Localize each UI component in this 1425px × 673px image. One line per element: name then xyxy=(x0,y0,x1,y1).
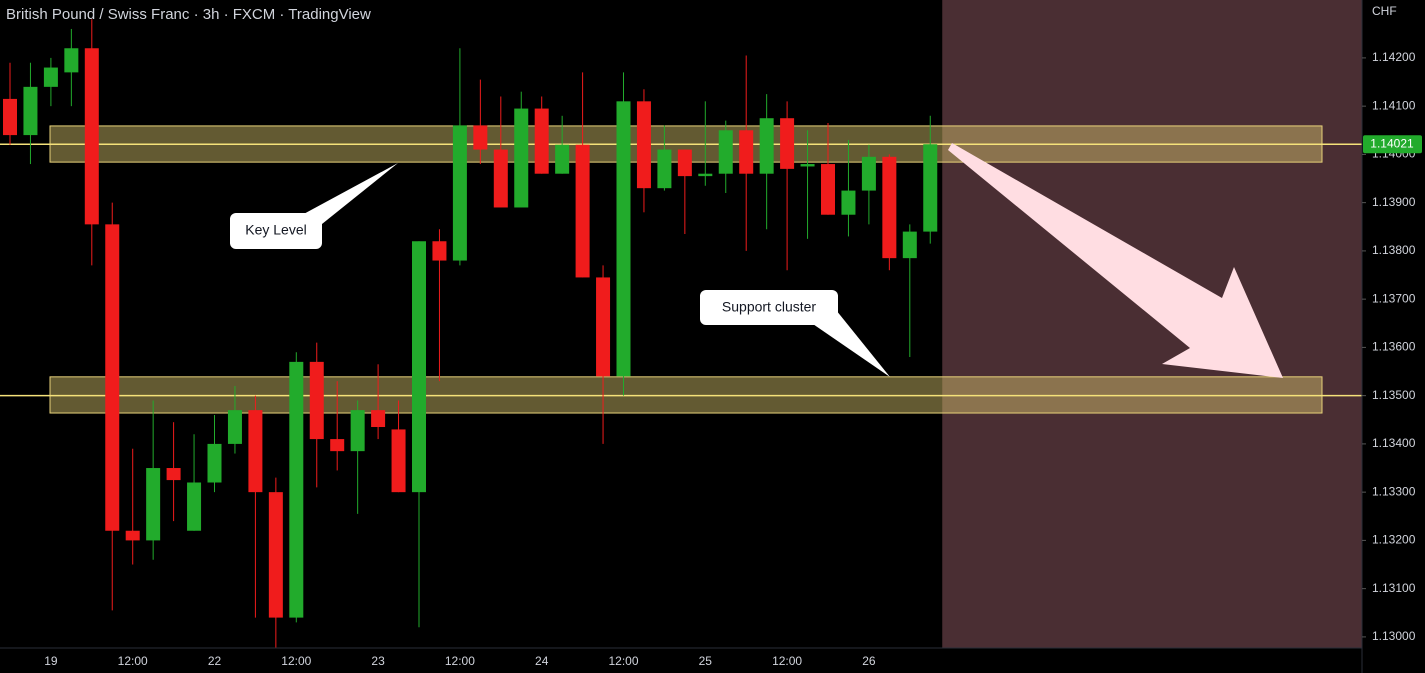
forecast-arrow xyxy=(948,143,1283,378)
callout-box xyxy=(700,290,838,325)
future-region-layer xyxy=(942,0,1362,648)
candle-body xyxy=(187,482,202,531)
x-tick-label: 12:00 xyxy=(118,654,148,668)
x-tick-label: 22 xyxy=(208,654,222,668)
callout-text: Key Level xyxy=(245,222,306,238)
x-tick-label: 25 xyxy=(699,654,713,668)
candle-body xyxy=(3,98,17,136)
candle-body xyxy=(534,108,549,174)
candle-body xyxy=(616,101,631,377)
candle-body xyxy=(800,164,815,167)
y-tick-label: 1.13900 xyxy=(1372,195,1416,209)
candle-body xyxy=(64,48,79,73)
candle-body xyxy=(861,156,876,191)
x-tick-label: 23 xyxy=(371,654,385,668)
x-tick-label: 26 xyxy=(862,654,876,668)
callout-text: Support cluster xyxy=(722,299,816,315)
callout-box xyxy=(230,213,322,249)
candle-body xyxy=(146,468,161,541)
candle-body xyxy=(166,468,181,481)
candle-body xyxy=(309,361,324,440)
x-tick-label: 12:00 xyxy=(772,654,802,668)
candle-body xyxy=(759,118,774,174)
y-tick-label: 1.13200 xyxy=(1372,533,1416,547)
candle-body xyxy=(718,130,733,174)
candle-body xyxy=(555,144,570,174)
price-badge xyxy=(1363,135,1422,154)
candle-body xyxy=(739,130,754,174)
candle-body xyxy=(227,410,242,444)
y-tick-label: 1.14200 xyxy=(1372,50,1416,64)
candle-body xyxy=(84,48,99,225)
candle-body xyxy=(289,361,304,618)
callout-pointer xyxy=(300,163,398,224)
x-tick-label: 12:00 xyxy=(281,654,311,668)
candle-body xyxy=(514,108,529,208)
x-tick-label: 24 xyxy=(535,654,549,668)
x-tick-label: 19 xyxy=(44,654,58,668)
candle-body xyxy=(677,149,692,177)
currency-label: CHF xyxy=(1372,4,1397,18)
y-tick-label: 1.13600 xyxy=(1372,340,1416,354)
candle-body xyxy=(371,410,386,428)
candle-body xyxy=(780,118,795,169)
chart-title: British Pound / Swiss Franc · 3h · FXCM … xyxy=(6,6,371,23)
candle-body xyxy=(902,231,917,259)
candle-body xyxy=(432,241,447,261)
y-tick-label: 1.13000 xyxy=(1372,629,1416,643)
support-callout: Support cluster xyxy=(700,290,890,377)
candle-body xyxy=(207,443,222,483)
future-region xyxy=(942,0,1362,648)
candle-body xyxy=(575,144,590,278)
candle-body xyxy=(493,149,508,208)
candle-body xyxy=(23,86,38,136)
y-tick-label: 1.14100 xyxy=(1372,98,1416,112)
y-tick-label: 1.13500 xyxy=(1372,388,1416,402)
candle-body xyxy=(698,173,713,177)
y-tick-label: 1.13800 xyxy=(1372,243,1416,257)
price-badge-label: 1.14021 xyxy=(1370,136,1414,150)
candle-body xyxy=(923,144,938,232)
axes-layer: 1.13000 1.13100 1.13200 1.13300 1.13400 1.135… xyxy=(44,50,1422,668)
candle-body xyxy=(882,156,897,259)
candle-body xyxy=(412,241,426,493)
y-tick-label: 1.13400 xyxy=(1372,436,1416,450)
x-tick-label: 12:00 xyxy=(445,654,475,668)
x-tick-label: 12:00 xyxy=(608,654,638,668)
candles-layer xyxy=(3,19,938,648)
candle-body xyxy=(248,410,263,493)
candle-body xyxy=(821,164,835,215)
callout-pointer xyxy=(810,310,890,377)
candle-body xyxy=(841,190,856,215)
candle-body xyxy=(125,530,140,541)
y-tick-label: 1.13300 xyxy=(1372,484,1416,498)
candle-body xyxy=(105,224,120,531)
candle-body xyxy=(350,410,365,452)
candle-body xyxy=(657,149,672,189)
candle-body xyxy=(268,492,283,618)
key-level-callout: Key Level xyxy=(230,163,398,249)
y-tick-label: 1.13700 xyxy=(1372,291,1416,305)
candle-body xyxy=(452,125,467,261)
candle-body xyxy=(473,125,488,150)
zones-layer xyxy=(0,125,1362,414)
candle-body xyxy=(43,67,58,87)
candle-body xyxy=(330,439,345,452)
candle-body xyxy=(391,429,406,493)
y-tick-label: 1.13100 xyxy=(1372,581,1416,595)
candle-body xyxy=(636,101,651,189)
candle-body xyxy=(596,277,611,377)
